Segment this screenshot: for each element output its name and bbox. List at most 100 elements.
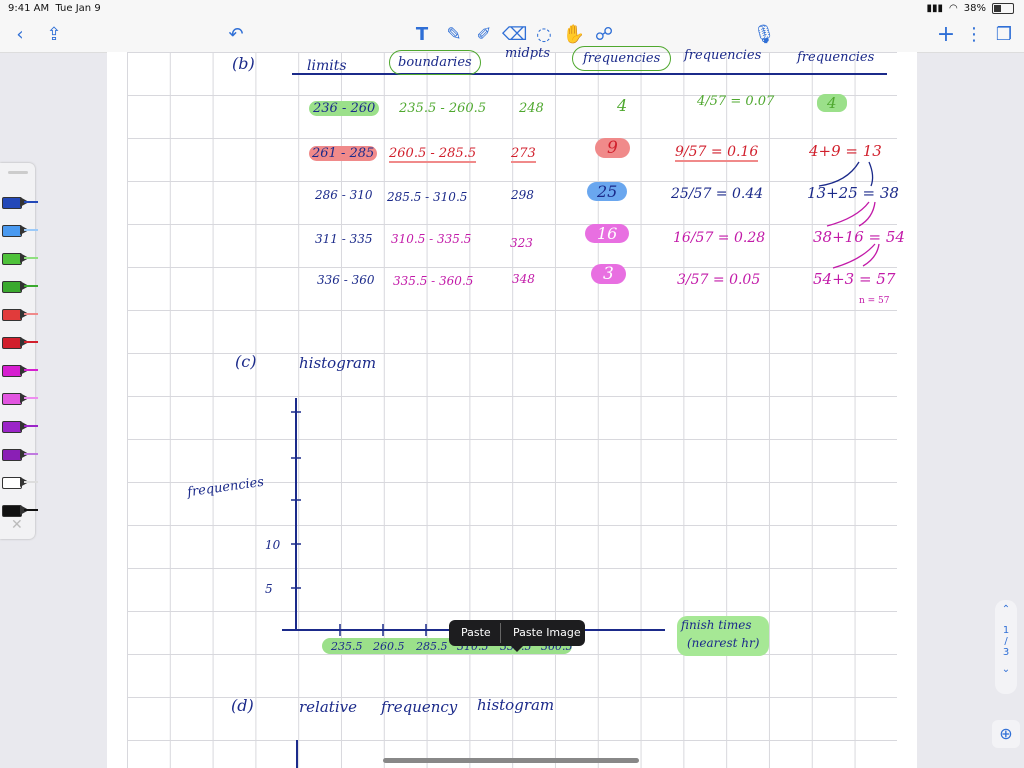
pen-white[interactable]: [2, 475, 38, 489]
chevron-up-icon[interactable]: ⌃: [1001, 604, 1011, 615]
pen-palette: ✕: [0, 163, 38, 539]
pen-icon[interactable]: ✎: [446, 24, 462, 45]
header-cum-frequencies: frequencies: [797, 50, 875, 65]
add-button[interactable]: +: [936, 22, 956, 47]
pen-red[interactable]: [2, 307, 38, 321]
row-5-cum: 54+3 = 57: [813, 270, 896, 288]
battery-icon: [992, 3, 1014, 14]
page-navigator[interactable]: ⌃ 1 / 3 ⌄: [995, 600, 1017, 694]
signal-icon: ▮▮▮: [926, 3, 944, 14]
element-icon[interactable]: ☍: [594, 24, 614, 45]
row-2-rel: 9/57 = 0.16: [675, 144, 759, 162]
part-d-title-frequency: frequency: [381, 698, 458, 716]
x-axis-label-1: finish times: [681, 618, 752, 632]
row-1-boundaries: 235.5 - 260.5: [399, 101, 487, 116]
x-label-highlight: [677, 616, 769, 656]
pen-green-2[interactable]: [2, 279, 38, 293]
pen-magenta[interactable]: [2, 363, 38, 377]
text-tool-icon[interactable]: T: [415, 24, 429, 45]
close-palette-icon[interactable]: ✕: [11, 517, 23, 533]
page-current: 1: [1002, 625, 1010, 636]
notebook-page[interactable]: (b) limits boundaries midpts frequencies…: [107, 46, 917, 768]
paste-image-button[interactable]: Paste Image: [513, 626, 581, 639]
page-total: 3: [1002, 647, 1010, 658]
n-label: n = 57: [859, 296, 890, 306]
row-4-limits: 311 - 335: [315, 232, 373, 246]
row-3-limits: 286 - 310: [315, 188, 373, 202]
row-5-freq: 3: [591, 264, 626, 284]
pen-purple-2[interactable]: [2, 447, 38, 461]
page-separator: /: [1004, 636, 1008, 647]
popup-pointer: [511, 646, 523, 652]
header-boundaries: boundaries: [389, 50, 481, 75]
part-c-label: (c): [235, 352, 257, 371]
chevron-down-icon[interactable]: ⌄: [1001, 664, 1011, 675]
part-d-label: (d): [231, 696, 254, 715]
row-3-cum: 13+25 = 38: [807, 184, 899, 202]
zoom-icon[interactable]: ⊕: [992, 720, 1020, 748]
row-4-midpt: 323: [510, 236, 533, 250]
part-d-axis-start: [296, 740, 298, 768]
row-1-cum: 4: [817, 94, 847, 112]
cumulative-arrows: [818, 161, 880, 269]
histogram-title: histogram: [299, 354, 377, 372]
pen-light-blue[interactable]: [2, 223, 38, 237]
x-tick-3: 285.5: [416, 640, 448, 653]
wifi-icon: ◠: [949, 3, 958, 14]
header-frequencies: frequencies: [572, 46, 672, 71]
y-tick-10: 10: [265, 538, 281, 552]
header-limits: limits: [307, 58, 347, 74]
row-4-freq: 16: [585, 224, 630, 243]
row-3-boundaries: 285.5 - 310.5: [387, 190, 468, 204]
toolbar: ‹ ⇪ ↶ T ✎ ✐ ⌫ ◌ ✋ ☍ 🎙 + ⋮ ❐: [0, 18, 1024, 53]
more-button[interactable]: ⋮: [965, 24, 983, 45]
pen-black[interactable]: [2, 503, 38, 517]
y-tick-5: 5: [265, 582, 273, 596]
popup-divider: [500, 623, 501, 643]
status-bar: 9:41 AM Tue Jan 9 ▮▮▮ ◠ 38%: [0, 0, 1024, 18]
pen-green[interactable]: [2, 251, 38, 265]
x-tick-2: 260.5: [373, 640, 405, 653]
row-4-cum: 38+16 = 54: [813, 228, 905, 246]
row-3-freq: 25: [587, 182, 628, 201]
chevron-left-icon[interactable]: ‹: [16, 24, 24, 45]
part-d-title-histogram: histogram: [477, 696, 555, 714]
status-right: ▮▮▮ ◠ 38%: [927, 3, 1014, 14]
part-d-title-relative: relative: [299, 698, 357, 716]
row-2-freq: 9: [595, 138, 630, 158]
pen-pink[interactable]: [2, 391, 38, 405]
paste-button[interactable]: Paste: [461, 626, 491, 639]
row-3-midpt: 298: [511, 188, 534, 202]
header-underline: [292, 73, 887, 75]
eraser-icon[interactable]: ⌫: [502, 24, 528, 45]
row-4-rel: 16/57 = 0.28: [673, 230, 766, 246]
row-5-rel: 3/57 = 0.05: [677, 272, 761, 288]
palette-handle[interactable]: [8, 171, 28, 174]
row-5-limits: 336 - 360: [317, 273, 375, 287]
undo-icon[interactable]: ↶: [228, 24, 244, 45]
pages-icon[interactable]: ❐: [995, 24, 1013, 45]
pen-red-2[interactable]: [2, 335, 38, 349]
row-5-midpt: 348: [512, 272, 535, 286]
highlighter-icon[interactable]: ✐: [476, 24, 492, 45]
x-tick-1: 235.5: [331, 640, 363, 653]
row-3-rel: 25/57 = 0.44: [671, 186, 764, 202]
share-icon[interactable]: ⇪: [46, 24, 62, 45]
battery-percent: 38%: [963, 3, 986, 14]
status-time: 9:41 AM Tue Jan 9: [8, 3, 101, 14]
header-midpts: midpts: [505, 46, 551, 61]
row-1-freq: 4: [617, 96, 628, 115]
x-axis-label-2: (nearest hr): [687, 636, 760, 650]
pen-dark-blue[interactable]: [2, 195, 38, 209]
row-4-boundaries: 310.5 - 335.5: [391, 232, 472, 246]
lasso-icon[interactable]: ◌: [536, 24, 552, 45]
row-2-boundaries: 260.5 - 285.5: [389, 146, 477, 163]
shape-icon[interactable]: ✋: [562, 24, 586, 45]
row-1-midpt: 248: [519, 101, 544, 116]
row-1-rel: 4/57 = 0.07: [697, 94, 775, 109]
row-2-midpt: 273: [511, 146, 536, 163]
part-b-label: (b): [232, 54, 255, 73]
horizontal-scroll-indicator[interactable]: [383, 758, 639, 763]
pen-purple[interactable]: [2, 419, 38, 433]
microphone-icon[interactable]: 🎙: [752, 24, 776, 45]
